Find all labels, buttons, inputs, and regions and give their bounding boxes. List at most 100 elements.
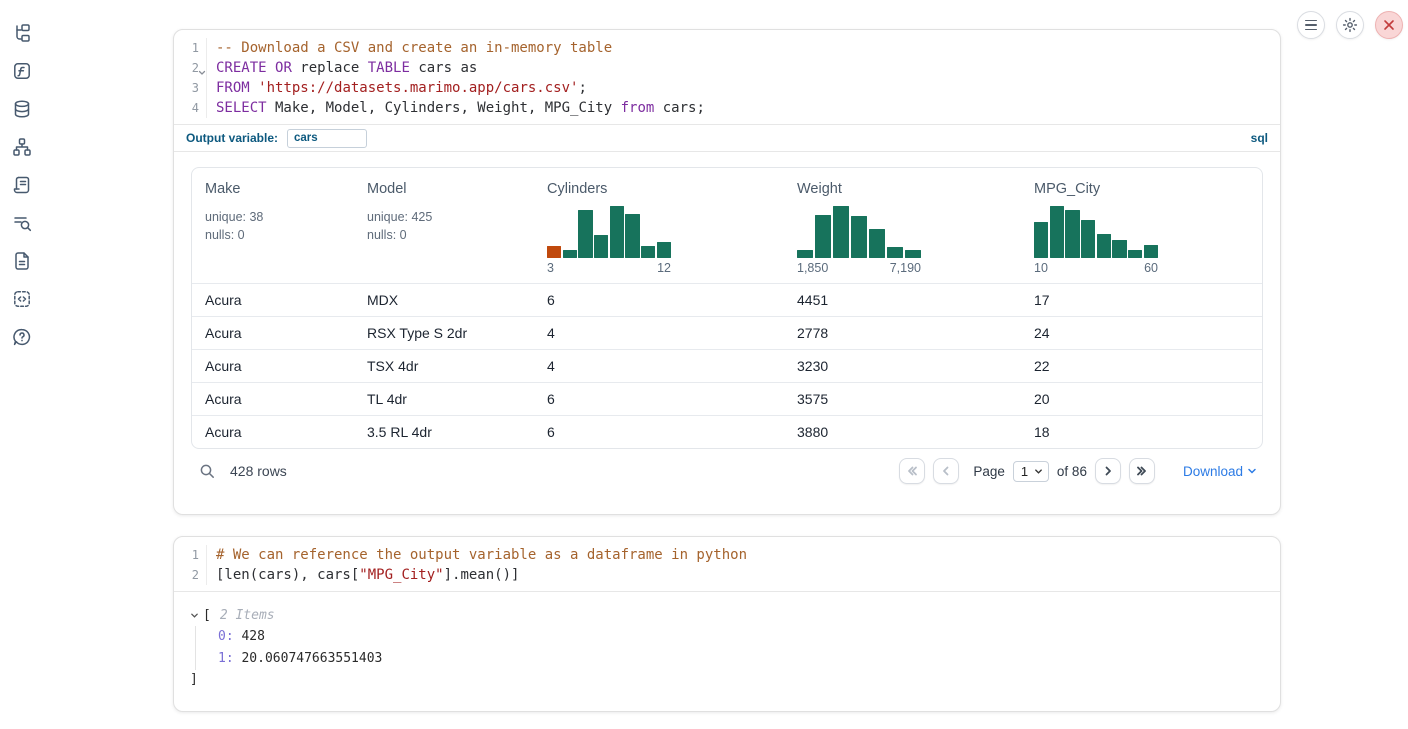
output-variable-bar: Output variable: sql: [174, 124, 1280, 152]
column-header-model[interactable]: Model unique: 425 nulls: 0: [354, 168, 534, 283]
histogram-bar: [1081, 220, 1096, 258]
table-cell: 6: [547, 391, 555, 407]
table-cell: RSX Type S 2dr: [367, 325, 468, 341]
language-badge: sql: [1250, 131, 1268, 145]
prev-page-button[interactable]: [933, 458, 960, 484]
table-cell: TL 4dr: [367, 391, 407, 407]
snippets-icon[interactable]: [11, 288, 33, 310]
item-value: 428: [241, 629, 265, 644]
histogram-bar: [578, 210, 593, 258]
table-cell: Acura: [205, 424, 242, 440]
column-header-make[interactable]: Make unique: 38 nulls: 0: [192, 168, 354, 283]
table-cell: 4: [547, 358, 555, 374]
histogram-bar: [1128, 250, 1143, 258]
histogram-bar: [656, 242, 671, 258]
chevrons-left-icon: [908, 466, 918, 476]
table-footer: 428 rows Page 1 of 86: [191, 449, 1263, 495]
page-total-label: of 86: [1056, 463, 1087, 479]
histogram-bar: [814, 215, 832, 258]
code-line: CREATE OR replace TABLE cars as: [216, 60, 478, 76]
table-row: Acura RSX Type S 2dr 4 2778 24: [192, 316, 1262, 349]
row-count: 428 rows: [230, 463, 287, 479]
cylinders-histogram: 3 12: [547, 206, 671, 275]
documentation-icon[interactable]: [11, 250, 33, 272]
column-label: MPG_City: [1034, 181, 1101, 197]
table-cell: TSX 4dr: [367, 358, 419, 374]
mpg-city-histogram: 10 60: [1034, 206, 1158, 275]
histogram-axis: 3 12: [547, 261, 671, 275]
settings-button[interactable]: [1336, 11, 1364, 39]
line-number: 3: [191, 81, 199, 95]
table-row: Acura TSX 4dr 4 3230 22: [192, 349, 1262, 382]
table-cell: 3.5 RL 4dr: [367, 424, 432, 440]
column-header-cylinders[interactable]: Cylinders 3 12: [534, 168, 784, 283]
chevron-right-icon: [1105, 466, 1111, 476]
collapse-chevron-icon[interactable]: [190, 611, 199, 620]
dependencies-icon[interactable]: [11, 136, 33, 158]
last-page-button[interactable]: [1128, 458, 1155, 484]
dataframe-table: Make unique: 38 nulls: 0 Model unique: 4…: [191, 167, 1263, 449]
table-cell: 6: [547, 292, 555, 308]
histogram-bar: [886, 247, 904, 258]
output-variable-input[interactable]: [287, 128, 368, 148]
sql-cell: 1 2 3 4 -- Download a CSV and create an in-…: [173, 29, 1281, 515]
column-header-mpg-city[interactable]: MPG_City 10 60: [1021, 168, 1262, 283]
line-number: 4: [191, 101, 199, 115]
chevron-left-icon: [943, 466, 949, 476]
notebook-actions: [1297, 11, 1403, 39]
tree-items: 0: 428 1: 20.060747663551403: [195, 626, 1264, 670]
table-row: Acura 3.5 RL 4dr 6 3880 18: [192, 415, 1262, 448]
histogram-bar: [832, 206, 850, 258]
python-code: # We can reference the output variable a…: [207, 545, 1280, 585]
chevron-down-icon: [1248, 468, 1256, 474]
download-label: Download: [1182, 463, 1243, 479]
download-button[interactable]: Download: [1183, 464, 1257, 479]
item-index: 0:: [218, 629, 234, 644]
file-tree-icon[interactable]: [11, 22, 33, 44]
column-label: Model: [367, 181, 407, 197]
help-icon[interactable]: [11, 326, 33, 348]
code-line: SELECT Make, Model, Cylinders, Weight, M…: [216, 100, 705, 116]
left-panel-rail: [0, 22, 44, 348]
weight-histogram: 1,850 7,190: [797, 206, 921, 275]
python-output: [ 2 Items 0: 428 1: 20.060747663551403 ]: [174, 591, 1280, 703]
gear-icon: [1342, 17, 1358, 33]
column-label: Make: [205, 181, 241, 197]
table-cell: 3575: [797, 391, 829, 407]
sql-gutter: 1 2 3 4: [174, 38, 207, 118]
table-cell: 3880: [797, 424, 829, 440]
code-line: # We can reference the output variable a…: [216, 547, 748, 563]
histogram-axis: 10 60: [1034, 261, 1158, 275]
table-cell: 18: [1034, 424, 1050, 440]
table-cell: 24: [1034, 325, 1050, 341]
histogram-bar: [904, 250, 921, 258]
search-icon[interactable]: [199, 463, 216, 480]
logs-icon[interactable]: [11, 174, 33, 196]
table-cell: 20: [1034, 391, 1050, 407]
menu-button[interactable]: [1297, 11, 1325, 39]
column-header-weight[interactable]: Weight 1,850 7,190: [784, 168, 1021, 283]
close-icon: [1384, 20, 1394, 30]
sql-output-area: Make unique: 38 nulls: 0 Model unique: 4…: [174, 152, 1280, 495]
table-cell: 4: [547, 325, 555, 341]
page-select[interactable]: 1: [1012, 460, 1049, 482]
first-page-button[interactable]: [899, 458, 926, 484]
list-item: 0: 428: [218, 626, 1264, 648]
line-number: 2: [174, 58, 206, 78]
datasources-icon[interactable]: [11, 98, 33, 120]
item-index: 1:: [218, 651, 234, 666]
shutdown-button[interactable]: [1375, 11, 1403, 39]
chevron-down-icon: [1035, 468, 1043, 474]
search-logs-icon[interactable]: [11, 212, 33, 234]
sql-editor[interactable]: 1 2 3 4 -- Download a CSV and create an in-…: [174, 30, 1280, 124]
fold-chevron-icon[interactable]: [198, 63, 206, 83]
column-stats: unique: 425 nulls: 0: [367, 210, 433, 243]
table-cell: 2778: [797, 325, 829, 341]
next-page-button[interactable]: [1094, 458, 1121, 484]
histogram-bar: [1112, 240, 1127, 258]
variables-icon[interactable]: [11, 60, 33, 82]
column-label: Cylinders: [547, 181, 608, 197]
